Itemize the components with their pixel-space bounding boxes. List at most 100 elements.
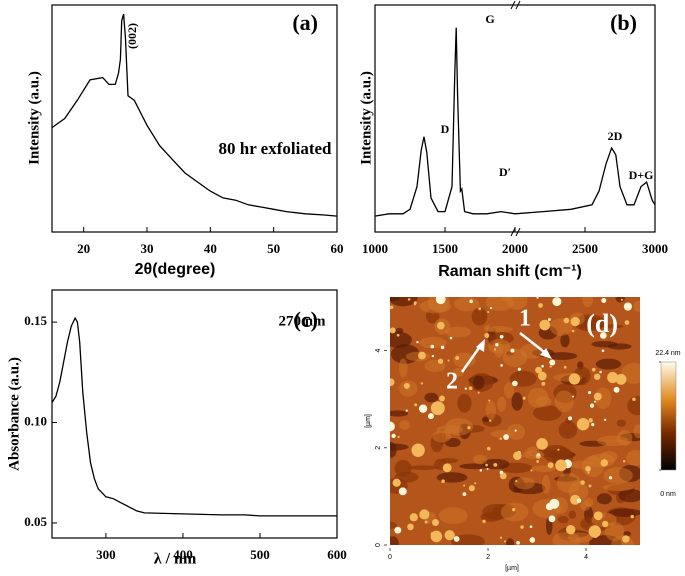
afm-particle [500, 364, 503, 367]
afm-texture [390, 297, 640, 545]
colorbar-label: 22.4 nm [655, 350, 680, 357]
afm-mid-patch [497, 396, 507, 412]
afm-dark-patch [407, 465, 439, 470]
plot-frame [374, 4, 656, 233]
afm-particle [439, 395, 445, 402]
afm-particle [607, 372, 619, 384]
afm-particle [536, 438, 548, 450]
afm-particle [489, 307, 493, 310]
afm-mid-patch [582, 297, 594, 308]
afm-mid-patch [552, 531, 581, 545]
afm-mid-patch [453, 297, 480, 312]
x-tick-label: 2 [486, 554, 490, 561]
afm-mid-patch [405, 351, 430, 362]
panel-label: (a) [292, 10, 318, 35]
afm-mid-patch [594, 387, 612, 409]
afm-particle [600, 332, 607, 339]
afm-dark-patch [390, 331, 412, 348]
afm-particle [396, 333, 400, 337]
colorbar [660, 361, 677, 471]
afm-particle [593, 511, 603, 521]
afm-particle [464, 387, 468, 390]
afm-particle [468, 485, 475, 492]
afm-particle [515, 480, 518, 483]
panel-label: (d) [586, 309, 618, 338]
afm-dark-patch [557, 515, 569, 524]
afm-particle [545, 502, 554, 511]
afm-dark-patch [472, 375, 485, 390]
x-tick-label: 400 [173, 547, 193, 562]
arrow-head [476, 339, 485, 352]
afm-particle [486, 446, 491, 451]
afm-mid-patch [418, 337, 447, 349]
afm-dark-patch [618, 489, 640, 503]
afm-particle [391, 433, 396, 439]
afm-mid-patch [626, 449, 640, 466]
afm-particle [593, 392, 602, 401]
afm-mid-patch [444, 326, 472, 338]
afm-particle [549, 365, 552, 368]
afm-particle [449, 336, 453, 340]
afm-particle [432, 519, 439, 526]
afm-dark-patch [390, 297, 418, 307]
afm-mid-patch [541, 474, 551, 495]
afm-mid-patch [500, 502, 529, 522]
afm-dark-patch [595, 358, 622, 370]
afm-mid-patch [526, 446, 540, 457]
afm-particle [478, 307, 482, 311]
afm-particle [514, 429, 517, 432]
afm-particle [511, 507, 516, 512]
afm-particle [390, 421, 395, 432]
y-tick-label: 0.10 [24, 414, 47, 429]
afm-particle [541, 381, 546, 386]
x-axis-label: λ / nm [154, 551, 197, 568]
afm-particle [467, 425, 471, 430]
afm-particle [477, 391, 480, 394]
afm-mid-patch [570, 460, 595, 469]
plot-frame [51, 4, 338, 233]
annotation: 1 [519, 306, 531, 332]
afm-particle [588, 484, 592, 488]
afm-particle [547, 462, 554, 469]
annotation: D [441, 122, 450, 136]
afm-dark-patch [506, 538, 515, 545]
annotation: G [485, 12, 494, 26]
panel-label: (c) [294, 307, 318, 332]
afm-particle [570, 316, 580, 327]
x-tick-label: 2500 [572, 241, 598, 256]
afm-particle [437, 358, 444, 364]
afm-dark-patch [568, 510, 577, 519]
x-tick-label: 20 [77, 241, 90, 256]
afm-particle [431, 354, 435, 358]
y-tick-label: 4 [375, 348, 382, 352]
afm-particle [397, 435, 400, 439]
afm-dark-patch [390, 521, 398, 530]
afm-dark-patch [623, 531, 631, 537]
data-line [374, 27, 656, 217]
afm-mid-patch [398, 358, 408, 378]
afm-mid-patch [633, 300, 640, 312]
afm-particle [493, 348, 497, 351]
afm-mid-patch [602, 483, 634, 492]
annotation: 270 nm [278, 313, 326, 329]
afm-mid-patch [452, 352, 476, 368]
afm-particle [549, 359, 556, 366]
afm-particle [587, 471, 590, 474]
afm-particle [538, 303, 543, 308]
afm-particle [623, 302, 632, 311]
afm-particle [536, 460, 540, 463]
afm-particle [572, 395, 575, 398]
afm-dark-patch [481, 413, 502, 427]
afm-particle [503, 434, 510, 440]
afm-particle [407, 523, 414, 531]
afm-particle [441, 479, 445, 483]
afm-dark-patch [394, 471, 419, 483]
afm-mid-patch [473, 454, 488, 465]
afm-particle [413, 301, 417, 305]
x-axis-label: 2θ(degree) [135, 261, 216, 278]
afm-mid-patch [485, 400, 497, 421]
afm-dark-patch [390, 536, 399, 545]
afm-particle [588, 418, 593, 423]
afm-particle [442, 463, 452, 473]
panel-label: (b) [610, 10, 637, 35]
